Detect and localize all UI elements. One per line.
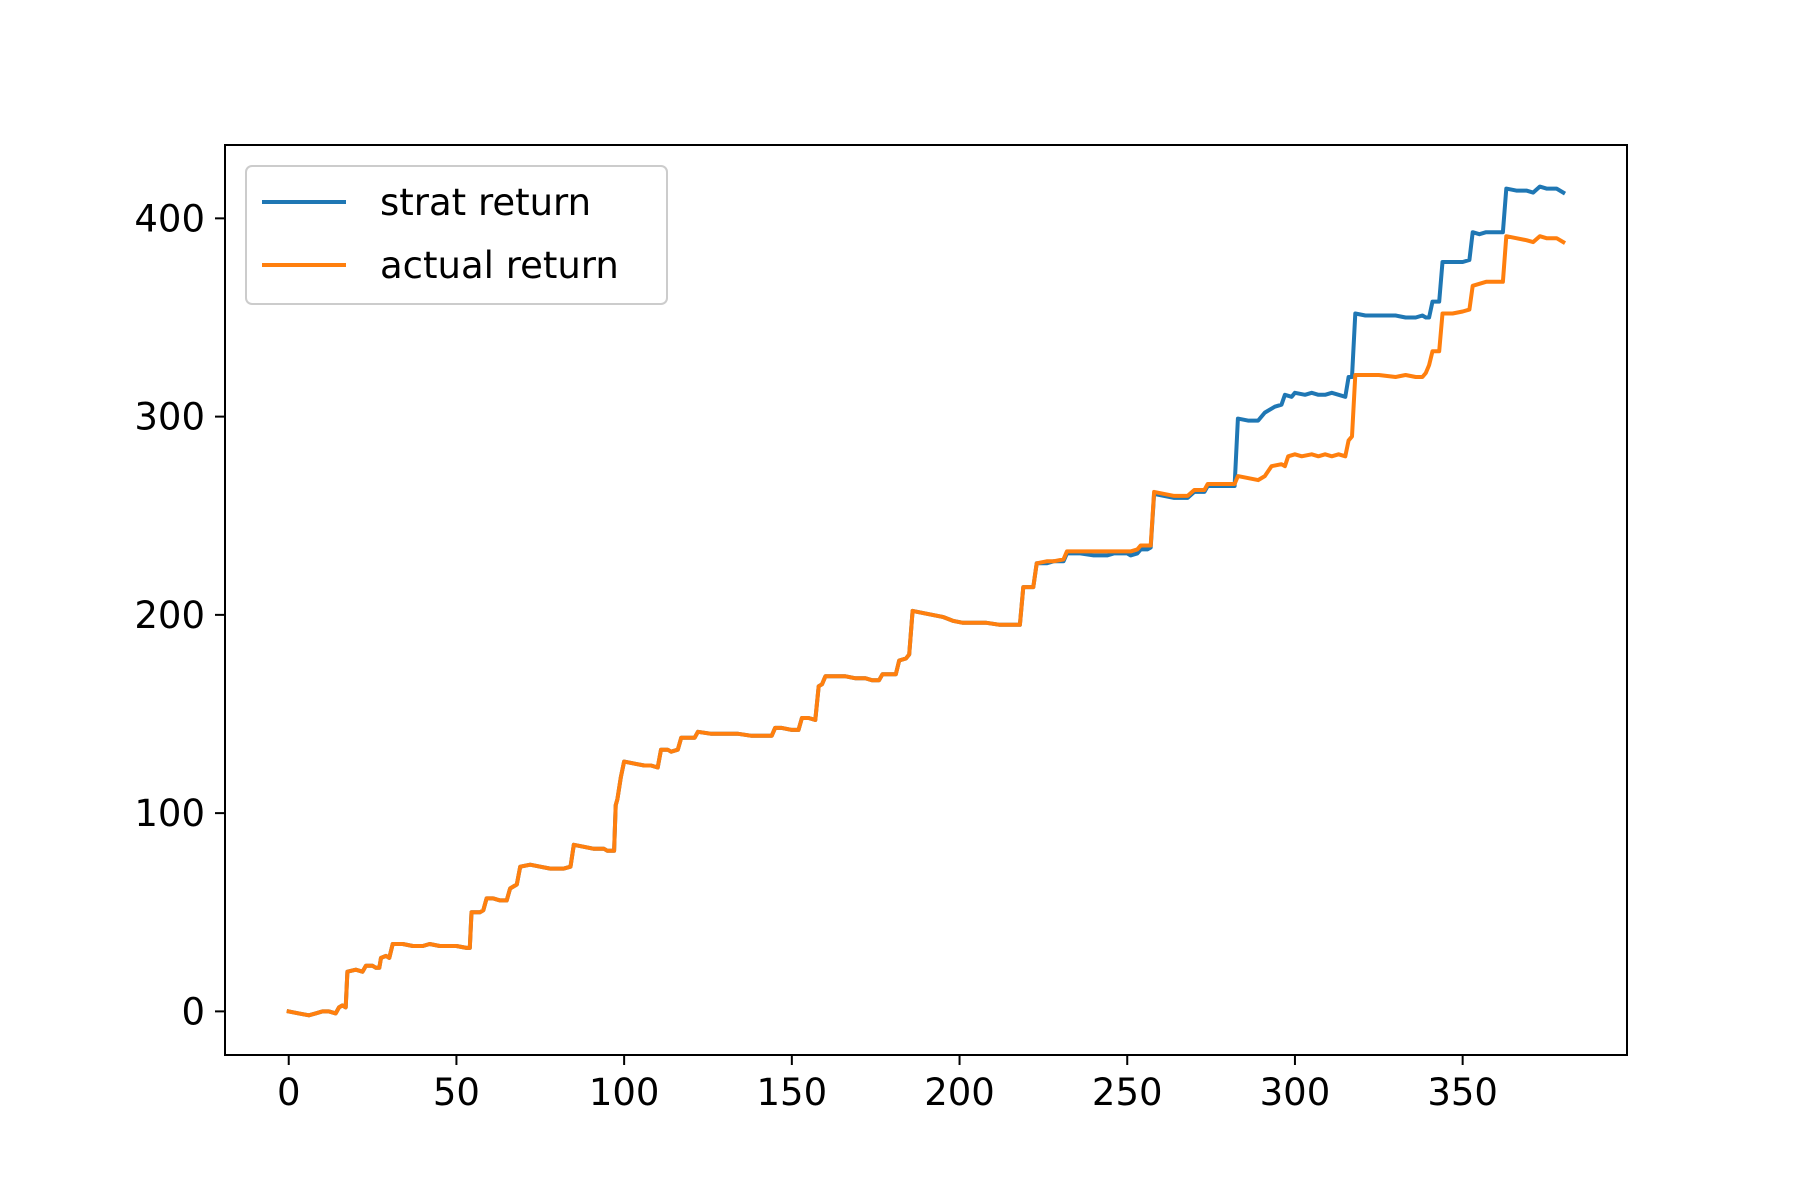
y-tick-label: 300	[134, 396, 205, 439]
x-tick-label: 350	[1427, 1071, 1498, 1114]
legend-box	[245, 165, 668, 305]
x-tick-label: 50	[433, 1071, 480, 1114]
x-tick-label: 250	[1092, 1071, 1163, 1114]
y-tick-label: 0	[181, 990, 205, 1033]
x-tick-label: 300	[1260, 1071, 1331, 1114]
series-line-actual-return	[286, 234, 1567, 1018]
x-tick-label: 100	[589, 1071, 660, 1114]
x-tick-label: 200	[924, 1071, 995, 1114]
y-axis: 0 100 200 300 400	[134, 197, 225, 1033]
legend-label-strat-return: strat return	[380, 181, 591, 224]
x-tick-label: 150	[757, 1071, 828, 1114]
legend: strat return actual return	[245, 165, 668, 305]
legend-label-actual-return: actual return	[380, 244, 619, 287]
series-layer	[286, 184, 1567, 1018]
y-tick-label: 200	[134, 594, 205, 637]
plot-frame	[224, 144, 1628, 1056]
x-tick-label: 0	[277, 1071, 301, 1114]
y-tick-label: 400	[134, 197, 205, 240]
x-axis: 0 50 100 150 200 250 300 350	[277, 1055, 1498, 1114]
y-tick-label: 100	[134, 792, 205, 835]
